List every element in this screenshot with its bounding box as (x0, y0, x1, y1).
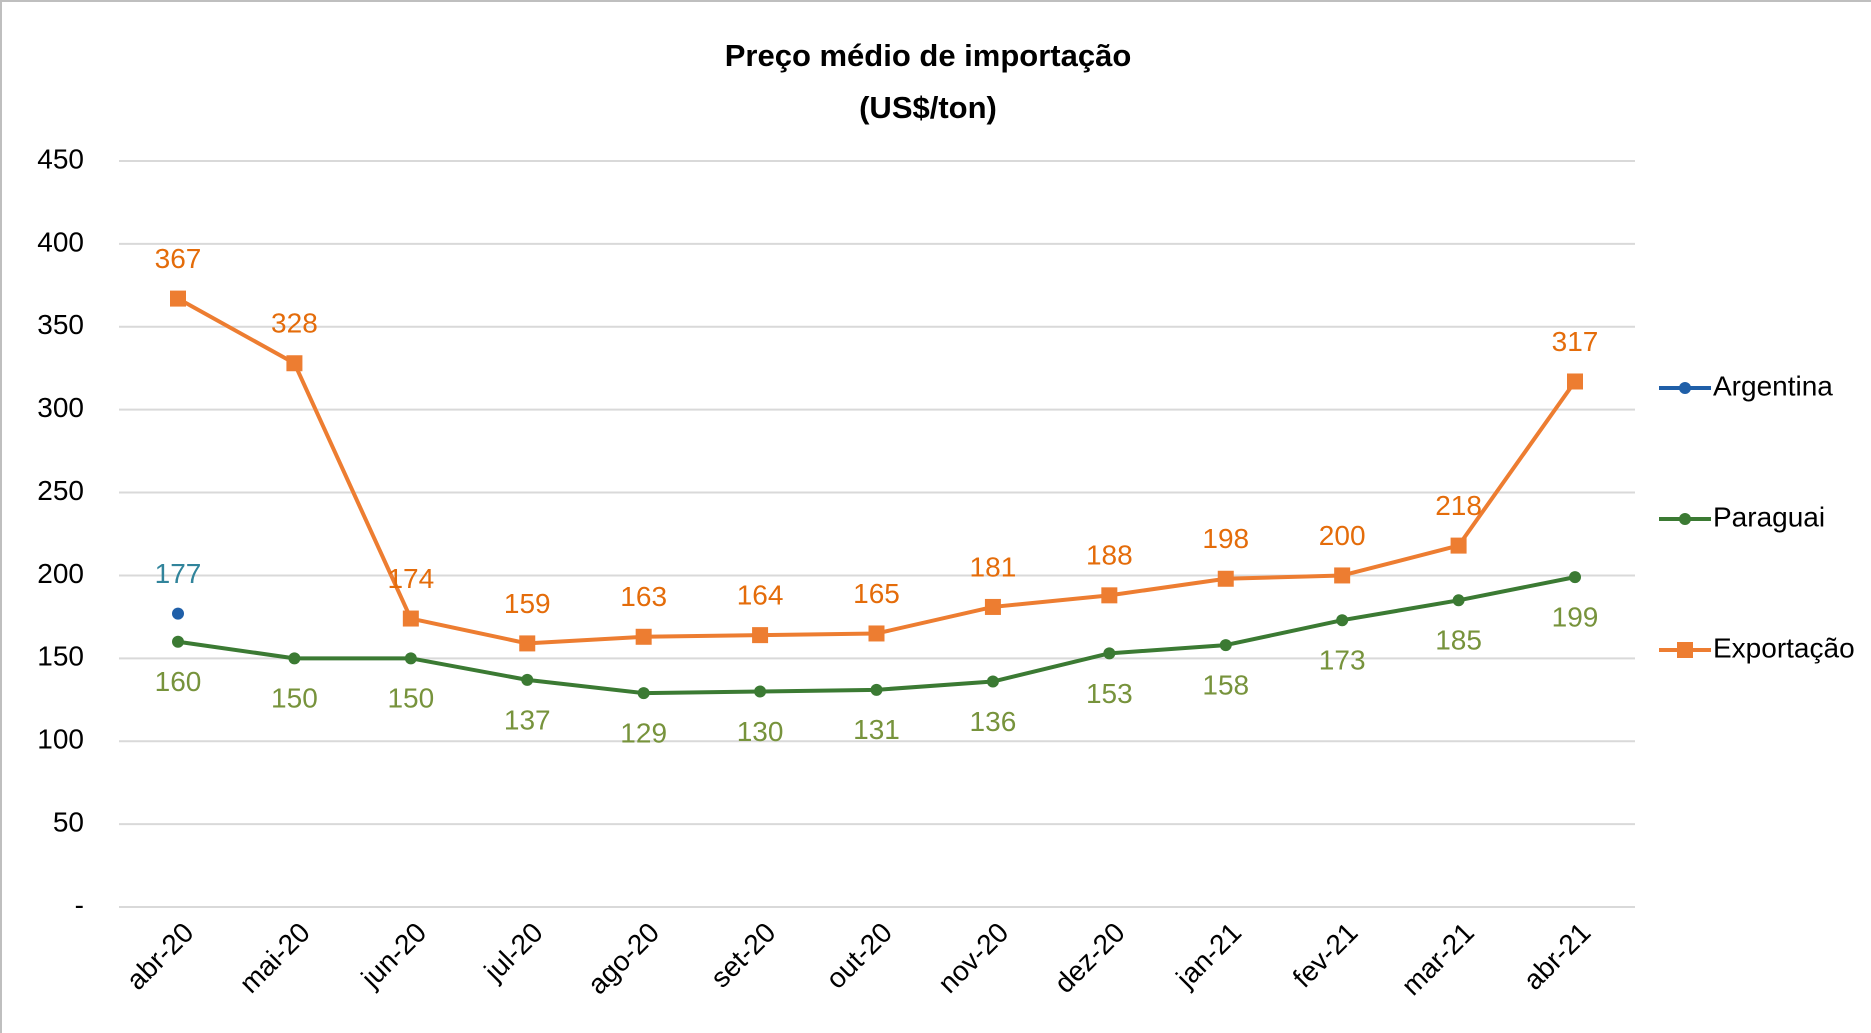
y-tick-label: - (75, 889, 84, 920)
marker (1450, 537, 1467, 554)
marker (868, 625, 885, 642)
legend-marker (1679, 382, 1691, 394)
marker (172, 635, 184, 648)
marker (1569, 571, 1581, 584)
data-label: 367 (155, 243, 202, 274)
marker (635, 628, 652, 645)
data-label: 153 (1086, 678, 1133, 709)
marker (870, 683, 883, 696)
data-label: 158 (1202, 669, 1249, 700)
data-label: 200 (1319, 520, 1366, 551)
marker (1101, 587, 1118, 604)
legend-marker (1679, 513, 1691, 525)
marker (519, 635, 536, 652)
marker (1217, 570, 1234, 587)
data-label: 181 (970, 551, 1017, 582)
legend-label: Argentina (1713, 370, 1833, 401)
y-tick-label: 350 (37, 309, 84, 340)
chart-title: Preço médio de importação (725, 38, 1132, 73)
marker (404, 652, 417, 665)
y-tick-label: 450 (37, 143, 84, 174)
y-tick-label: 400 (37, 226, 84, 257)
data-label: 188 (1086, 540, 1133, 571)
marker (986, 675, 999, 688)
marker (1334, 567, 1351, 584)
marker (1219, 639, 1232, 652)
marker (752, 627, 769, 644)
data-label: 150 (387, 683, 434, 714)
data-label: 130 (737, 716, 784, 747)
data-label: 185 (1435, 625, 1482, 656)
marker (1567, 373, 1583, 390)
data-label: 136 (970, 706, 1017, 737)
data-label: 129 (620, 718, 667, 749)
data-label: 173 (1319, 645, 1366, 676)
data-label: 317 (1552, 326, 1599, 357)
marker (754, 685, 767, 698)
data-label: 177 (155, 558, 202, 589)
marker (170, 290, 186, 307)
data-label: 198 (1202, 523, 1249, 554)
data-label: 160 (155, 666, 202, 697)
y-tick-label: 300 (37, 392, 84, 423)
marker (288, 652, 301, 665)
data-label: 328 (271, 308, 318, 339)
data-label: 199 (1552, 601, 1599, 632)
legend-marker (1677, 642, 1693, 658)
y-tick-label: 250 (37, 475, 84, 506)
legend-label: Exportação (1713, 632, 1855, 663)
marker (1336, 614, 1349, 627)
data-label: 164 (737, 580, 784, 611)
data-label: 137 (504, 704, 551, 735)
data-label: 159 (504, 588, 551, 619)
marker (521, 673, 534, 686)
data-label: 165 (853, 578, 900, 609)
data-label: 174 (387, 563, 434, 594)
marker (984, 598, 1001, 615)
marker (1452, 594, 1465, 607)
marker (172, 607, 184, 620)
data-label: 150 (271, 683, 318, 714)
marker (1103, 647, 1116, 660)
legend-label: Paraguai (1713, 501, 1825, 532)
data-label: 163 (620, 581, 667, 612)
y-tick-label: 150 (37, 641, 84, 672)
y-tick-label: 200 (37, 558, 84, 589)
y-tick-label: 100 (37, 724, 84, 755)
y-tick-label: 50 (53, 807, 84, 838)
marker (637, 687, 650, 700)
data-label: 218 (1435, 490, 1482, 521)
data-label: 131 (853, 714, 900, 745)
chart-subtitle: (US$/ton) (859, 90, 997, 125)
marker (402, 610, 419, 627)
marker (286, 355, 303, 372)
